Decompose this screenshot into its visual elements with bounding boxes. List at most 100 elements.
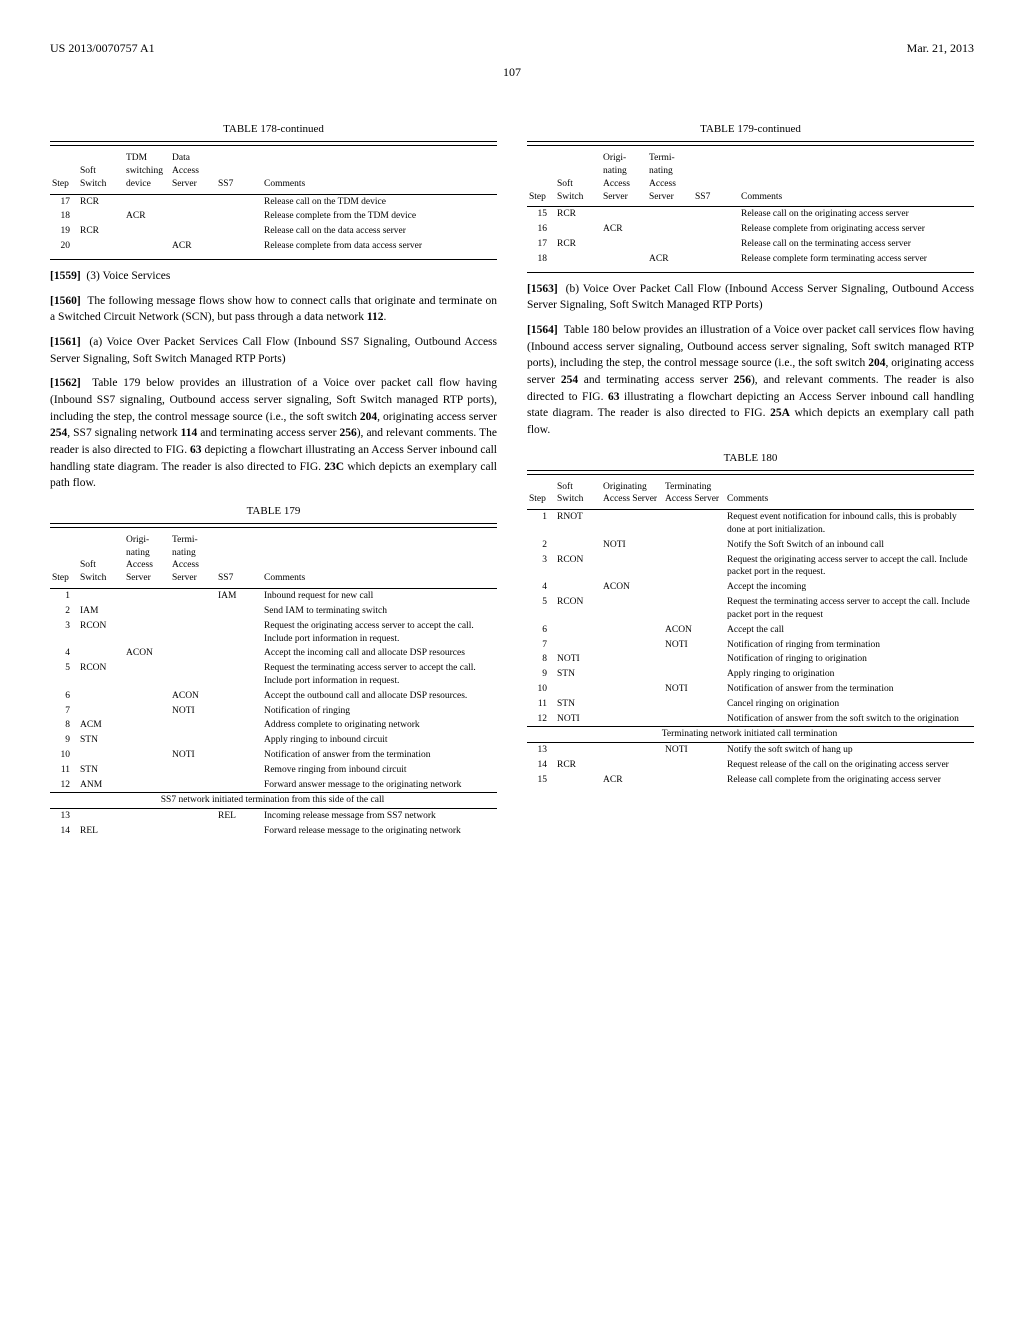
cell-step: 14 <box>527 758 555 773</box>
col-soft-switch: Soft Switch <box>555 146 601 207</box>
cell-c3 <box>170 809 216 824</box>
cell-step: 5 <box>50 661 78 689</box>
para-number: [1560] <box>50 295 81 307</box>
table-row: 7NOTINotification of ringing from termin… <box>527 638 974 653</box>
cell-soft-switch: STN <box>555 697 601 712</box>
cell-step: 13 <box>527 743 555 758</box>
table-180: Step Soft Switch Originating Access Serv… <box>527 470 974 788</box>
cell-c2 <box>124 619 170 647</box>
cell-soft-switch <box>78 689 124 704</box>
cell-step: 9 <box>527 667 555 682</box>
cell-c2 <box>124 778 170 793</box>
table-section-divider: SS7 network initiated termination from t… <box>50 793 497 809</box>
cell-soft-switch <box>555 623 601 638</box>
cell-comment: Release complete from originating access… <box>739 222 974 237</box>
cell-comment: Remove ringing from inbound circuit <box>262 763 497 778</box>
para-text: Table 179 below provides an illustration… <box>50 377 497 489</box>
cell-c2 <box>124 718 170 733</box>
table-row: 20ACRRelease complete from data access s… <box>50 239 497 259</box>
table-row: 2NOTINotify the Soft Switch of an inboun… <box>527 538 974 553</box>
table-row: 7NOTINotification of ringing <box>50 704 497 719</box>
table-178: Step Soft Switch TDM switching device Da… <box>50 141 497 260</box>
cell-c4 <box>216 689 262 704</box>
cell-c3 <box>170 661 216 689</box>
cell-comment: Request the originating access server to… <box>262 619 497 647</box>
cell-c2: ACR <box>601 222 647 237</box>
paragraph: [1560] The following message flows show … <box>50 293 497 326</box>
cell-orig <box>601 682 663 697</box>
cell-step: 2 <box>527 538 555 553</box>
cell-step: 20 <box>50 239 78 259</box>
col-tdm: TDM switching device <box>124 146 170 194</box>
table-180-title: TABLE 180 <box>527 451 974 466</box>
para-text: (a) Voice Over Packet Services Call Flow… <box>50 336 497 365</box>
cell-soft-switch: RCR <box>555 207 601 222</box>
cell-c4 <box>216 661 262 689</box>
cell-comment: Accept the outbound call and allocate DS… <box>262 689 497 704</box>
cell-c3 <box>170 604 216 619</box>
table-row: 9STNApply ringing to inbound circuit <box>50 733 497 748</box>
cell-step: 1 <box>50 589 78 604</box>
table-179-title: TABLE 179 <box>50 504 497 519</box>
table-179c-body: 15RCRRelease call on the originating acc… <box>527 207 974 272</box>
cell-step: 8 <box>527 652 555 667</box>
cell-c2 <box>601 207 647 222</box>
cell-c2: ACR <box>124 209 170 224</box>
cell-comment: Accept the incoming <box>725 580 974 595</box>
publication-date: Mar. 21, 2013 <box>907 40 974 56</box>
cell-soft-switch: RCON <box>78 619 124 647</box>
cell-soft-switch <box>555 538 601 553</box>
cell-c4 <box>216 733 262 748</box>
cell-c2 <box>124 689 170 704</box>
cell-comment: Apply ringing to origination <box>725 667 974 682</box>
cell-orig <box>601 712 663 727</box>
cell-comment: Release complete form terminating access… <box>739 252 974 272</box>
cell-soft-switch <box>78 646 124 661</box>
cell-comment: Forward release message to the originati… <box>262 824 497 839</box>
cell-c2 <box>124 604 170 619</box>
col-step: Step <box>527 146 555 207</box>
table-row: 3RCONRequest the originating access serv… <box>527 553 974 581</box>
table-179c-title: TABLE 179-continued <box>527 122 974 137</box>
cell-comment: Notification of answer from the soft swi… <box>725 712 974 727</box>
para-text: Table 180 below provides an illustration… <box>527 324 974 436</box>
cell-comment: Release complete from the TDM device <box>262 209 497 224</box>
table-row: 4ACONAccept the incoming call and alloca… <box>50 646 497 661</box>
table-180-body: 1RNOTRequest event notification for inbo… <box>527 510 974 788</box>
table-row: 10NOTINotification of answer from the te… <box>527 682 974 697</box>
cell-soft-switch: NOTI <box>555 652 601 667</box>
cell-c2 <box>601 237 647 252</box>
cell-c3 <box>170 619 216 647</box>
cell-c2 <box>124 224 170 239</box>
cell-c4 <box>216 239 262 259</box>
cell-step: 3 <box>50 619 78 647</box>
table-row: 19RCRRelease call on the data access ser… <box>50 224 497 239</box>
col-step: Step <box>50 527 78 588</box>
cell-soft-switch <box>78 239 124 259</box>
cell-comment: Release call on the originating access s… <box>739 207 974 222</box>
table-row: 5RCONRequest the terminating access serv… <box>527 595 974 623</box>
paragraph: [1562] Table 179 below provides an illus… <box>50 375 497 492</box>
cell-term <box>663 553 725 581</box>
cell-soft-switch <box>78 704 124 719</box>
cell-soft-switch: NOTI <box>555 712 601 727</box>
cell-c4 <box>216 646 262 661</box>
cell-step: 18 <box>527 252 555 272</box>
table-row: 12ANMForward answer message to the origi… <box>50 778 497 793</box>
table-row: 10NOTINotification of answer from the te… <box>50 748 497 763</box>
cell-step: 7 <box>527 638 555 653</box>
cell-term <box>663 773 725 788</box>
cell-soft-switch: STN <box>78 733 124 748</box>
cell-c3 <box>170 646 216 661</box>
cell-c2 <box>124 733 170 748</box>
cell-soft-switch: RCR <box>555 758 601 773</box>
col-soft-switch: Soft Switch <box>78 527 124 588</box>
cell-c3 <box>647 222 693 237</box>
cell-c2 <box>601 252 647 272</box>
col-step: Step <box>50 146 78 194</box>
col-comments: Comments <box>262 146 497 194</box>
cell-c4 <box>216 748 262 763</box>
cell-c3 <box>170 824 216 839</box>
para-text: (b) Voice Over Packet Call Flow (Inbound… <box>527 283 974 312</box>
cell-term <box>663 712 725 727</box>
